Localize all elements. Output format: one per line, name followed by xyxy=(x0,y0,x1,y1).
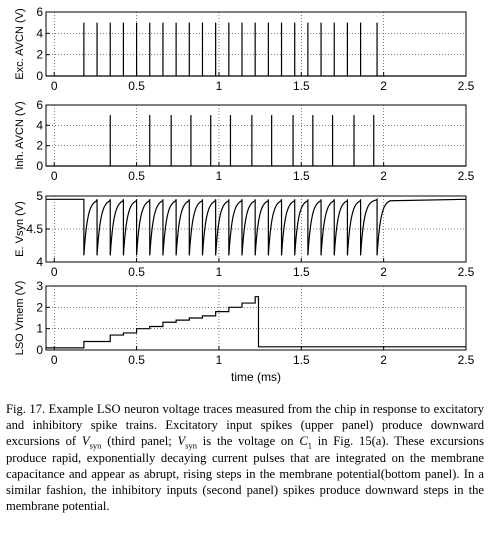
series-line-1 xyxy=(46,22,466,77)
y-tick-label: 2 xyxy=(36,48,43,62)
y-tick-label: 0 xyxy=(36,343,43,357)
x-tick-label: 0 xyxy=(51,353,58,367)
x-tick-label: 1 xyxy=(216,169,223,183)
y-tick-label: 0 xyxy=(36,159,43,173)
y-tick-label: 4 xyxy=(36,118,43,132)
series-line-3 xyxy=(46,197,467,256)
caption-var-c1: C xyxy=(299,434,308,449)
x-tick-label: 2 xyxy=(380,169,387,183)
x-tick-label: 2.5 xyxy=(458,79,475,93)
series-line-2 xyxy=(46,115,466,167)
x-tick-label: 2 xyxy=(380,265,387,279)
caption-text-2: (third panel; xyxy=(101,434,178,449)
x-tick-label: 0 xyxy=(51,79,58,93)
x-tick-label: 1 xyxy=(216,79,223,93)
x-tick-label: 1 xyxy=(216,265,223,279)
axes-frame xyxy=(45,11,467,77)
figure-caption: Fig. 17. Example LSO neuron voltage trac… xyxy=(6,401,484,514)
y-tick-label: 1 xyxy=(36,322,43,336)
x-tick-label: 2 xyxy=(380,79,387,93)
chart-panel-2: 0 0.5 1 1.5 2 2.5 0 2 4 6 Inh. AVCN (V) xyxy=(14,98,475,183)
chart-panel-4: 0 0.5 1 1.5 2 2.5 0 1 2 3 LSO Vmem (V) time (ms) xyxy=(14,279,475,384)
figure: 0 0.5 1 1.5 2 2.5 0 2 4 6 Exc. AVCN (V) 0 0.5 1 1.5 2 2.… xyxy=(14,5,475,384)
x-tick-label: 2.5 xyxy=(458,265,475,279)
x-tick-label: 1.5 xyxy=(293,79,310,93)
x-tick-label: 0 xyxy=(51,169,58,183)
series-line-4 xyxy=(46,296,466,349)
x-tick-label: 1.5 xyxy=(293,265,310,279)
caption-text-3: is the voltage on xyxy=(197,434,300,449)
y-tick-label: 4 xyxy=(36,255,43,269)
y-tick-label: 6 xyxy=(36,98,43,112)
x-tick-label: 0.5 xyxy=(128,169,145,183)
x-tick-label: 2.5 xyxy=(458,353,475,367)
y-tick-label: 4 xyxy=(36,26,43,40)
x-tick-label: 0.5 xyxy=(128,353,145,367)
y-axis-label: Exc. AVCN (V) xyxy=(14,8,26,79)
caption-sub-syn-2: syn xyxy=(185,440,197,451)
chart-panel-3: 0 0.5 1 1.5 2 2.5 4 4.5 5 E. Vsyn (V) xyxy=(14,189,475,279)
caption-sub-syn-1: syn xyxy=(89,440,102,451)
caption-text-4: in Fig. 15(a). These excursions produce … xyxy=(6,434,484,514)
axes-frame xyxy=(45,285,467,351)
caption-text-1: Fig. 17. Example LSO neuron voltage trac… xyxy=(6,402,484,449)
y-axis-label: Inh. AVCN (V) xyxy=(14,101,26,169)
caption-var-vsyn-1: V xyxy=(81,434,90,449)
y-tick-label: 2 xyxy=(36,300,43,314)
y-tick-label: 6 xyxy=(36,5,43,19)
y-tick-label: 2 xyxy=(36,139,43,153)
x-axis-label: time (ms) xyxy=(231,370,281,384)
caption-var-vsyn-2: V xyxy=(177,434,186,449)
caption-sub-1: 1 xyxy=(307,440,312,451)
y-tick-label: 3 xyxy=(36,279,43,293)
x-tick-label: 1.5 xyxy=(293,169,310,183)
x-tick-label: 1.5 xyxy=(293,353,310,367)
x-tick-label: 2.5 xyxy=(458,169,475,183)
x-tick-label: 0 xyxy=(51,265,58,279)
x-tick-label: 1 xyxy=(216,353,223,367)
x-tick-label: 0.5 xyxy=(128,265,145,279)
x-tick-label: 0.5 xyxy=(128,79,145,93)
y-tick-label: 0 xyxy=(36,69,43,83)
y-tick-label: 4.5 xyxy=(26,222,43,236)
y-axis-label: E. Vsyn (V) xyxy=(14,201,26,257)
x-tick-label: 2 xyxy=(380,353,387,367)
y-tick-label: 5 xyxy=(36,189,43,203)
axes-frame xyxy=(45,104,467,167)
y-axis-label: LSO Vmem (V) xyxy=(14,281,26,356)
chart-panel-1: 0 0.5 1 1.5 2 2.5 0 2 4 6 Exc. AVCN (V) xyxy=(14,5,475,93)
